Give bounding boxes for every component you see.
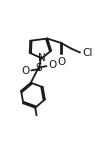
Text: N: N <box>38 53 46 63</box>
Text: O: O <box>21 66 29 76</box>
Text: Cl: Cl <box>82 48 92 58</box>
Text: O: O <box>57 57 65 67</box>
Text: S: S <box>36 63 42 73</box>
Text: O: O <box>48 60 57 70</box>
